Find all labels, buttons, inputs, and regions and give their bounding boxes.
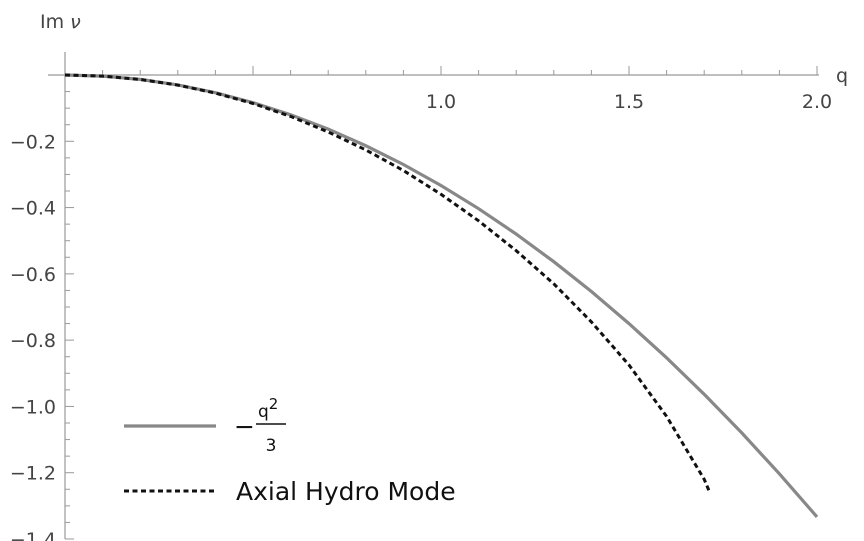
x-axis-label: q xyxy=(836,65,848,87)
x-tick-label: 1.0 xyxy=(426,91,456,113)
x-tick-label: 2.0 xyxy=(802,91,832,113)
x-tick-label: 1.5 xyxy=(614,91,644,113)
series-line-axial-hydro-mode xyxy=(64,73,712,494)
legend-label-axial-hydro-mode: Axial Hydro Mode xyxy=(236,477,456,506)
series-line-q-squared-over-3 xyxy=(64,73,819,518)
y-tick-label: −0.8 xyxy=(10,330,56,352)
legend-label-numerator: q2 xyxy=(258,395,278,422)
axes: 1.0 1.5 2.0 −0.2 −0.4 −0.6 −0.8 −1.0 −1.2 −1.4 q… xyxy=(10,11,848,541)
y-tick-label: −0.2 xyxy=(10,131,56,153)
y-tick-label: −1.2 xyxy=(10,463,56,485)
legend-label-denominator: 3 xyxy=(266,436,277,456)
y-tick-label: −0.4 xyxy=(10,198,56,220)
legend: − q2 3 Axial Hydro Mode xyxy=(124,395,456,506)
y-tick-label: −0.6 xyxy=(10,264,56,286)
y-axis-label: Im ν xyxy=(40,11,81,33)
y-ticks: −0.2 −0.4 −0.6 −0.8 −1.0 −1.2 −1.4 xyxy=(10,91,74,541)
x-ticks: 1.0 1.5 2.0 xyxy=(102,66,832,113)
plot-area xyxy=(64,73,819,518)
legend-label-minus: − xyxy=(234,412,255,441)
y-tick-label: −1.0 xyxy=(10,396,56,418)
y-tick-label: −1.4 xyxy=(10,529,56,541)
